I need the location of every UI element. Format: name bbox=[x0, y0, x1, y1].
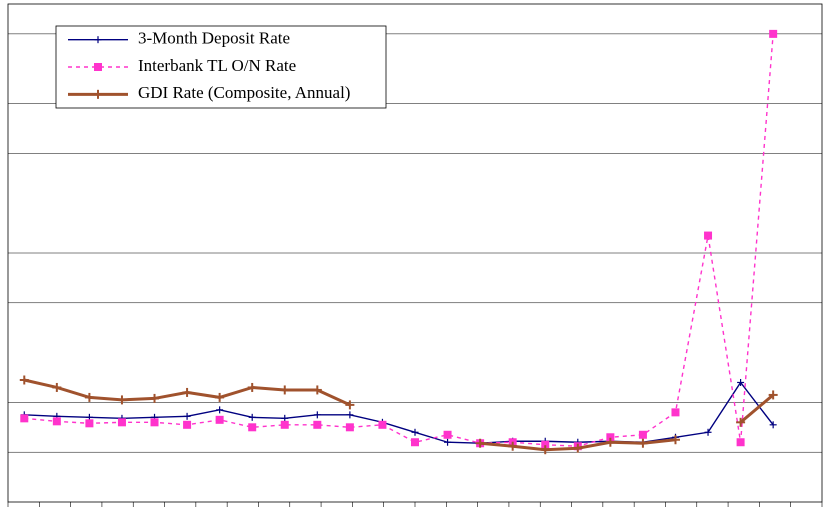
legend-label: 3-Month Deposit Rate bbox=[138, 29, 290, 48]
legend-label: GDI Rate (Composite, Annual) bbox=[138, 83, 350, 102]
rate-chart: 3-Month Deposit Rate Interbank TL O/N Rat… bbox=[0, 0, 830, 510]
legend-label: Interbank TL O/N Rate bbox=[138, 56, 296, 75]
chart-canvas: 3-Month Deposit Rate Interbank TL O/N Rat… bbox=[0, 0, 830, 510]
